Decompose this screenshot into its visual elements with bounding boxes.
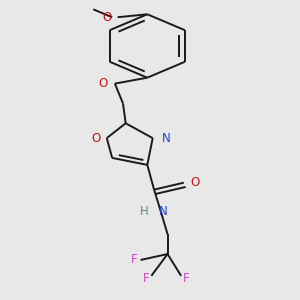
Text: F: F <box>183 272 190 285</box>
Text: N: N <box>162 132 171 145</box>
Text: F: F <box>142 272 149 285</box>
Text: F: F <box>130 254 137 266</box>
Text: N: N <box>159 205 168 218</box>
Text: O: O <box>98 77 107 90</box>
Text: H: H <box>140 205 149 218</box>
Text: O: O <box>91 132 101 145</box>
Text: O: O <box>102 11 111 24</box>
Text: O: O <box>190 176 199 189</box>
